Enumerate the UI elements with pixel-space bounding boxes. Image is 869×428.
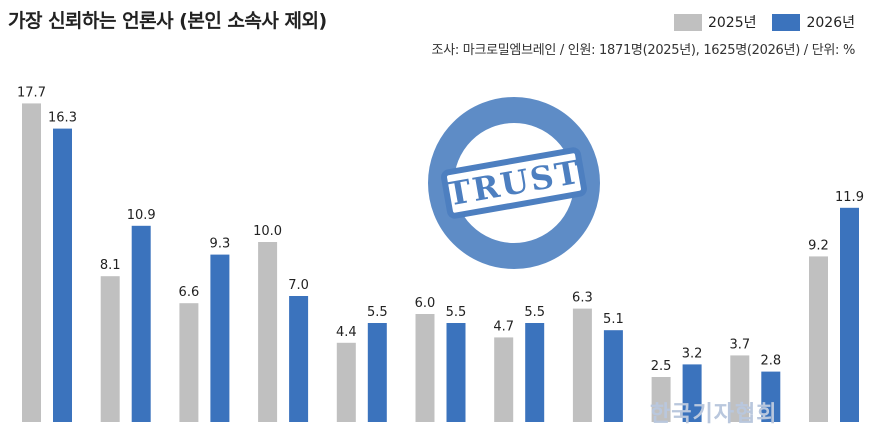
bar-2026-3 (210, 254, 230, 422)
value-label-2025-8: 6.3 (572, 291, 593, 306)
bar-2025-8 (572, 308, 592, 422)
bar-2025-6 (415, 314, 435, 422)
bar-2026-11 (840, 207, 859, 422)
bar-2025-10 (730, 355, 750, 422)
legend-swatch-2025 (673, 13, 702, 31)
value-label-2026-4: 7.0 (288, 278, 309, 293)
bar-2026-7 (525, 323, 545, 422)
bar-2025-11 (809, 256, 828, 422)
bar-2026-9 (682, 364, 702, 422)
bar-2026-6 (446, 323, 466, 422)
value-labels-group: 17.7 8.1 6.6 10.0 4.4 6.0 4.7 6.3 2.5 3.7 9.2 16.3 1… (17, 85, 864, 374)
trust-stamp: TRUST (428, 97, 600, 269)
bar-2026-8 (603, 330, 623, 422)
value-label-2026-9: 3.2 (682, 346, 703, 361)
bars-group (22, 103, 859, 422)
bar-2025-7 (494, 337, 514, 422)
source-note: 조사: 마크로밀엠브레인 / 인원: 1871명(2025년), 1625명(2… (431, 43, 856, 58)
value-label-2025-3: 6.6 (179, 285, 200, 300)
value-label-2025-9: 2.5 (651, 359, 672, 374)
value-label-2026-6: 5.5 (446, 305, 467, 320)
bar-2026-1 (53, 128, 72, 422)
value-label-2026-7: 5.5 (524, 305, 545, 320)
value-label-2026-3: 9.3 (210, 237, 231, 252)
legend: 2025년 2026년 (666, 12, 855, 32)
value-label-2026-11: 11.9 (835, 190, 864, 205)
bar-2026-2 (131, 225, 151, 422)
legend-label-2026: 2026년 (806, 15, 855, 31)
bar-2025-5 (336, 342, 356, 422)
value-label-2025-4: 10.0 (253, 224, 282, 239)
bar-2025-2 (100, 276, 120, 422)
value-label-2025-6: 6.0 (415, 296, 436, 311)
watermark: 한국기자협회 (650, 402, 778, 427)
legend-item-2025: 2025년 (673, 12, 757, 32)
value-label-2026-10: 2.8 (760, 354, 781, 369)
value-label-2025-7: 4.7 (493, 319, 514, 334)
value-label-2025-10: 3.7 (729, 337, 750, 352)
chart-title: 가장 신뢰하는 언론사 (본인 소속사 제외) (8, 10, 327, 32)
stamp-ring (428, 97, 600, 269)
bar-2026-4 (289, 296, 309, 422)
value-label-2026-5: 5.5 (367, 305, 388, 320)
value-label-2025-2: 8.1 (100, 258, 121, 273)
bar-2026-10 (761, 371, 781, 422)
legend-label-2025: 2025년 (707, 15, 757, 31)
bar-2025-4 (258, 242, 278, 422)
stamp-band (441, 147, 587, 219)
value-label-2025-1: 17.7 (17, 85, 46, 100)
legend-swatch-2026 (772, 13, 801, 31)
value-label-2026-1: 16.3 (48, 111, 77, 126)
bar-2025-3 (179, 303, 199, 422)
value-label-2026-2: 10.9 (127, 208, 156, 223)
bar-2025-1 (22, 103, 41, 422)
legend-item-2026: 2026년 (772, 12, 855, 32)
bar-2025-9 (651, 377, 671, 422)
value-label-2025-5: 4.4 (336, 325, 357, 340)
bar-2026-5 (367, 323, 387, 422)
value-label-2026-8: 5.1 (603, 312, 624, 327)
value-label-2025-11: 9.2 (808, 238, 829, 253)
